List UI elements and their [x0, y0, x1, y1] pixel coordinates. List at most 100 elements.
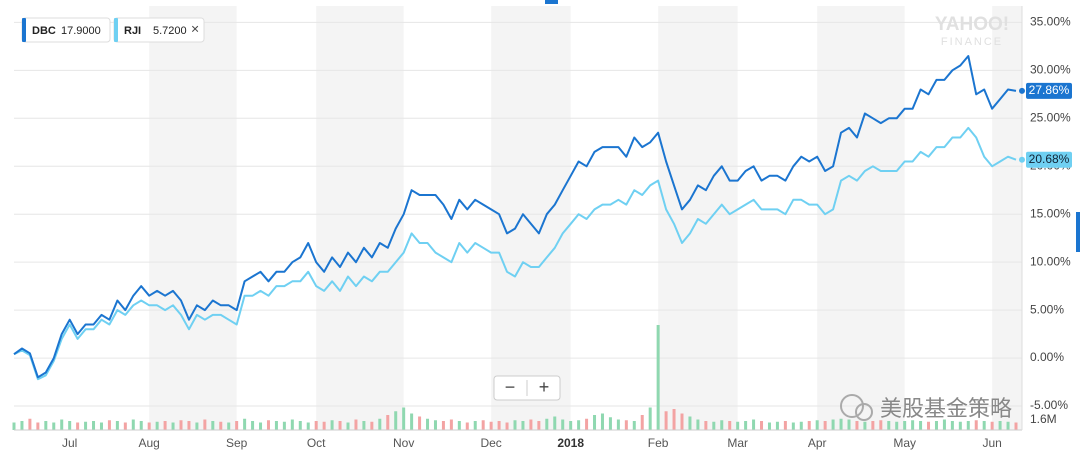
volume-bar [338, 421, 342, 430]
month-band [149, 6, 237, 430]
y-tick-label: 15.00% [1030, 206, 1071, 220]
y-tick-label: 5.00% [1030, 302, 1064, 316]
volume-bar [52, 422, 56, 430]
x-tick-label: May [893, 436, 916, 450]
volume-bar [179, 420, 183, 430]
legend-price: 17.9000 [61, 25, 101, 37]
volume-bar [903, 421, 907, 430]
volume-bar [28, 418, 32, 430]
legend-swatch [22, 18, 26, 42]
volume-bar [426, 418, 430, 430]
volume-bar [36, 422, 40, 430]
volume-bar [934, 421, 938, 430]
volume-bar [386, 415, 390, 430]
zoom-out[interactable]: − [505, 377, 516, 397]
volume-bar [958, 421, 962, 430]
volume-bar [720, 420, 724, 430]
volume-bar [608, 417, 612, 430]
volume-bar [76, 422, 80, 430]
volume-bar [115, 421, 119, 430]
volume-bar [155, 421, 159, 430]
volume-tick-label: 1.6M [1030, 412, 1057, 426]
volume-bar [147, 422, 151, 430]
lines [13, 55, 1017, 381]
y-tick-label: 30.00% [1030, 63, 1071, 77]
month-band [491, 6, 571, 430]
volume-bar [139, 421, 143, 430]
volume-bar [219, 421, 223, 430]
volume-bar [107, 420, 111, 430]
volume-bar [449, 419, 453, 430]
volume-bar [131, 419, 135, 430]
volume-bar [84, 421, 88, 430]
volume-bar [362, 421, 366, 430]
volume-bar [12, 422, 16, 430]
end-label: 20.68% [1029, 152, 1070, 166]
volume-bar [266, 420, 270, 430]
volume-bar [187, 421, 191, 430]
zoom-in[interactable]: + [539, 377, 550, 397]
volume-bar [990, 421, 994, 430]
month-band [316, 6, 404, 430]
end-label-box [1026, 151, 1072, 168]
x-tick-label: Jun [982, 436, 1001, 450]
watermark: FINANCE [941, 36, 1003, 48]
volume-bar [489, 421, 493, 430]
volume-bar [259, 422, 263, 430]
volume-bar [895, 421, 899, 430]
watermark: 美股基金策略 [880, 396, 1012, 421]
volume-bar [394, 411, 398, 430]
volume-bar [791, 422, 795, 430]
legend-close[interactable]: × [191, 21, 199, 37]
volume-bar [688, 416, 692, 430]
volume-bar [203, 419, 207, 430]
volume-bar [545, 418, 549, 430]
x-tick-label: Dec [480, 436, 501, 450]
volume-bar [736, 421, 740, 430]
volume-bar [378, 418, 382, 430]
zoom-controls: − + [493, 375, 561, 401]
volume-bar [696, 419, 700, 430]
end-dot [1019, 156, 1025, 163]
labels: Jul Aug Sep Oct Nov Dec 2018 Feb Mar Apr May Jun -5.… [62, 15, 1072, 450]
volume-bar [632, 421, 636, 430]
volume-bar [346, 422, 350, 430]
volume-bar [998, 421, 1002, 430]
end-dot [1019, 87, 1025, 94]
volume-bar [92, 421, 96, 430]
volume-bar [648, 407, 652, 430]
volume-bar [593, 415, 597, 430]
volume-bar [839, 418, 843, 430]
end-label: 27.86% [1029, 83, 1070, 97]
volume-bar [521, 421, 525, 430]
x-tick-label: Sep [226, 436, 248, 450]
x-tick-label: Aug [139, 436, 160, 450]
volume-bar [163, 421, 167, 430]
volume-bar [871, 421, 875, 430]
volume-bar [537, 421, 541, 430]
volume-bar [529, 419, 533, 430]
volume-bar [569, 421, 573, 430]
x-tick-label: Jul [62, 436, 77, 450]
volume-bar [354, 419, 358, 430]
series-line [13, 55, 1017, 379]
volume-bar [942, 419, 946, 430]
x-tick-label: Oct [307, 436, 326, 450]
volume-bar [243, 418, 247, 430]
legend-swatch [114, 18, 118, 42]
watermark-icon [855, 403, 873, 421]
series-line [13, 126, 1017, 381]
volume-bar [704, 421, 708, 430]
volume-bar [306, 422, 310, 430]
volume-bar [473, 421, 477, 430]
x-tick-label: Mar [727, 436, 748, 450]
volume-bar [600, 413, 604, 430]
volume-bar [847, 419, 851, 430]
volume-bar [457, 421, 461, 430]
volume-bar [760, 421, 764, 430]
volume-bar [314, 421, 318, 430]
volume-bar [887, 421, 891, 430]
volume-bar [752, 419, 756, 430]
